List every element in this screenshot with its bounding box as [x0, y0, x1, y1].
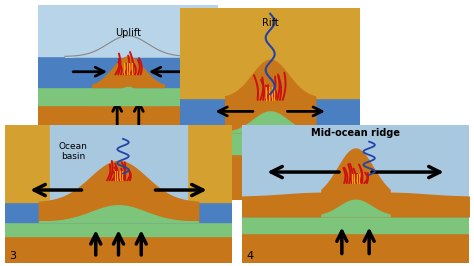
- Text: 2: 2: [184, 186, 191, 196]
- Bar: [180, 132, 360, 153]
- Bar: [5, 236, 232, 263]
- Bar: [5, 125, 50, 202]
- Text: Mid-ocean ridge: Mid-ocean ridge: [311, 128, 400, 138]
- Bar: [180, 153, 360, 200]
- Text: 4: 4: [246, 251, 254, 261]
- Bar: [38, 5, 218, 56]
- Bar: [180, 8, 248, 98]
- Text: Ocean
basin: Ocean basin: [59, 142, 87, 161]
- Text: Uplift: Uplift: [115, 28, 141, 38]
- Text: 1: 1: [42, 131, 48, 141]
- Bar: [38, 87, 218, 105]
- Bar: [242, 125, 469, 197]
- Bar: [242, 233, 469, 263]
- Bar: [180, 98, 360, 132]
- Text: Rift: Rift: [262, 18, 279, 28]
- Bar: [38, 56, 218, 87]
- Bar: [242, 197, 469, 216]
- Bar: [242, 216, 469, 233]
- Bar: [5, 202, 232, 222]
- Bar: [5, 222, 232, 236]
- Bar: [292, 8, 360, 98]
- Bar: [50, 125, 187, 202]
- Text: 3: 3: [9, 251, 16, 261]
- Bar: [38, 105, 218, 144]
- Bar: [187, 125, 232, 202]
